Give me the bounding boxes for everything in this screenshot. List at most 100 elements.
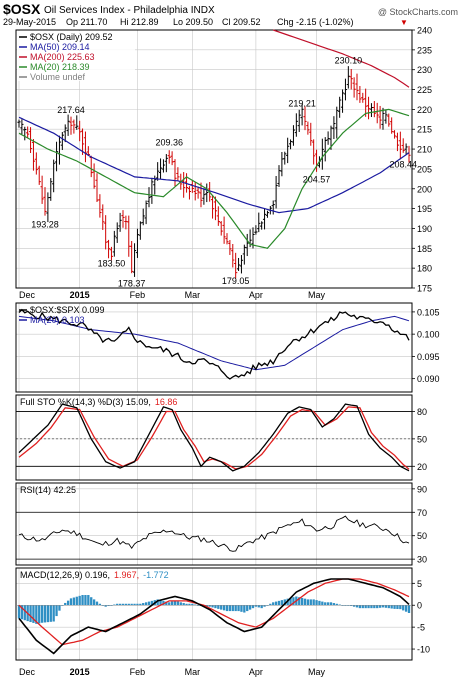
macd-hist-bar	[116, 603, 119, 606]
ohlc-bar	[245, 233, 249, 257]
ohlc-bar	[98, 194, 102, 218]
ohlc-bar	[219, 221, 223, 236]
macd-hist-bar	[72, 597, 76, 606]
macd-hist-bar	[90, 597, 93, 606]
macd-hist-bar	[133, 603, 136, 606]
macd-hist-bar	[274, 601, 278, 606]
ohlc-bar	[144, 200, 148, 225]
macd-hist-bar	[352, 605, 356, 607]
macd-hist-bar	[248, 605, 252, 610]
macd-hist-bar	[127, 603, 130, 606]
macd-hist-bar	[381, 605, 385, 608]
panel-frame-price	[15, 29, 413, 289]
macd-hist-bar	[46, 605, 50, 623]
price-label: 230.10	[335, 55, 363, 65]
ma200-line	[273, 29, 410, 88]
ytick-label-price: 190	[417, 224, 432, 234]
macd-hist-bar	[150, 600, 154, 606]
ohlc-bar	[387, 113, 391, 127]
ytick-label-price: 200	[417, 184, 432, 194]
macd-hist-bar	[364, 605, 367, 609]
macd-hist-bar	[92, 599, 96, 606]
ohlc-bar	[378, 105, 382, 129]
ytick-label-ratio: 0.105	[417, 307, 440, 317]
ytick-label-rsi: 70	[417, 508, 427, 518]
ohlc-bar	[332, 116, 336, 139]
ohlc-bar	[54, 141, 59, 172]
macd-hist-bar	[168, 602, 171, 606]
ratio-line	[18, 308, 410, 380]
ytick-label-price: 240	[417, 26, 432, 36]
ohlc-bar	[170, 151, 174, 166]
macd-hist-bar	[159, 600, 162, 606]
ytick-label-price: 215	[417, 125, 432, 135]
panel-macd: -10 -5 0 5 MACD(12,26,9) 0.196, 1.967, -1.772	[15, 567, 430, 661]
ohlc-bar	[286, 137, 290, 164]
legend-ma200: MA(200) 225.63	[30, 52, 95, 62]
ohlc-bar	[199, 182, 203, 208]
macd-hist-bar	[257, 605, 260, 608]
macd-hist-bar	[269, 603, 272, 606]
legend-ma20: MA(20) 218.39	[30, 62, 90, 72]
legend-ratio: $OSX:$SPX 0.099	[30, 305, 105, 315]
macd-hist-bar	[81, 595, 84, 606]
ohlc-bars	[17, 66, 411, 279]
price-label: 208.44	[389, 159, 417, 169]
ohlc-bar	[80, 128, 85, 155]
macd-hist-bar	[263, 605, 266, 607]
month-label-top: May	[308, 290, 326, 300]
macd-hist-bar	[121, 603, 125, 606]
ohlc-bar	[92, 163, 96, 189]
ohlc-bar	[210, 194, 215, 219]
ytick-label-price: 235	[417, 45, 432, 55]
ohlc-bar	[37, 165, 41, 185]
month-label-bottom: Dec	[19, 667, 36, 677]
macd-hist-bar	[231, 605, 234, 612]
ohlc-bar	[372, 101, 376, 118]
macd-hist-bar	[332, 603, 336, 606]
macd-hist-bar	[312, 599, 315, 606]
macd-hist-bar	[124, 603, 128, 606]
ohlc-bar	[17, 119, 21, 128]
month-label-bottom: Apr	[249, 667, 263, 677]
ohlc-bar	[43, 187, 47, 216]
ohlc-bar	[69, 116, 73, 135]
ytick-label-stochastic: 50	[417, 434, 427, 444]
macd-hist-bar	[251, 605, 255, 609]
ohlc-bar	[78, 120, 82, 142]
macd-hist-bar	[191, 603, 194, 606]
ohlc-bar	[173, 159, 177, 187]
panel-ratio: 0.090 0.095 0.100 0.105 $OSX:$SPX 0.099MA(20…	[15, 302, 440, 393]
macd-hist-bar	[20, 605, 24, 620]
macd-hist-bar	[370, 605, 373, 609]
macd-hist-bar	[52, 605, 55, 622]
panels: 1751801851901952002052102152202252302352…	[15, 26, 440, 661]
macd-hist-bar	[321, 601, 324, 606]
macd-hist-bar	[228, 605, 232, 612]
ohlc-bar	[271, 200, 275, 215]
macd-hist-bar	[283, 599, 286, 606]
macd-hist-bar	[254, 605, 258, 607]
ohlc-bar	[239, 255, 244, 274]
ohlc-bar	[236, 257, 241, 271]
ohlc-bar	[216, 206, 220, 226]
macd-hist-bar	[222, 605, 226, 611]
macd-hist-bar	[188, 603, 191, 606]
ytick-label-ratio: 0.100	[417, 330, 440, 340]
month-label-bottom: Feb	[130, 667, 146, 677]
ohlc-bar	[118, 212, 122, 232]
macd-hist-bar	[318, 600, 321, 606]
macd-hist-bar	[303, 598, 307, 606]
ohlc-bar	[75, 115, 79, 130]
ohlc-bar	[167, 150, 171, 164]
ohlc-bar	[352, 77, 356, 98]
ohlc-bar	[366, 96, 371, 120]
ytick-label-macd: -10	[417, 645, 430, 655]
ma20-line	[18, 108, 410, 249]
month-label-top: Mar	[185, 290, 201, 300]
macd-hist-bar	[292, 597, 295, 606]
ohlc-bar	[161, 159, 166, 173]
macd-hist-bar	[208, 605, 211, 607]
